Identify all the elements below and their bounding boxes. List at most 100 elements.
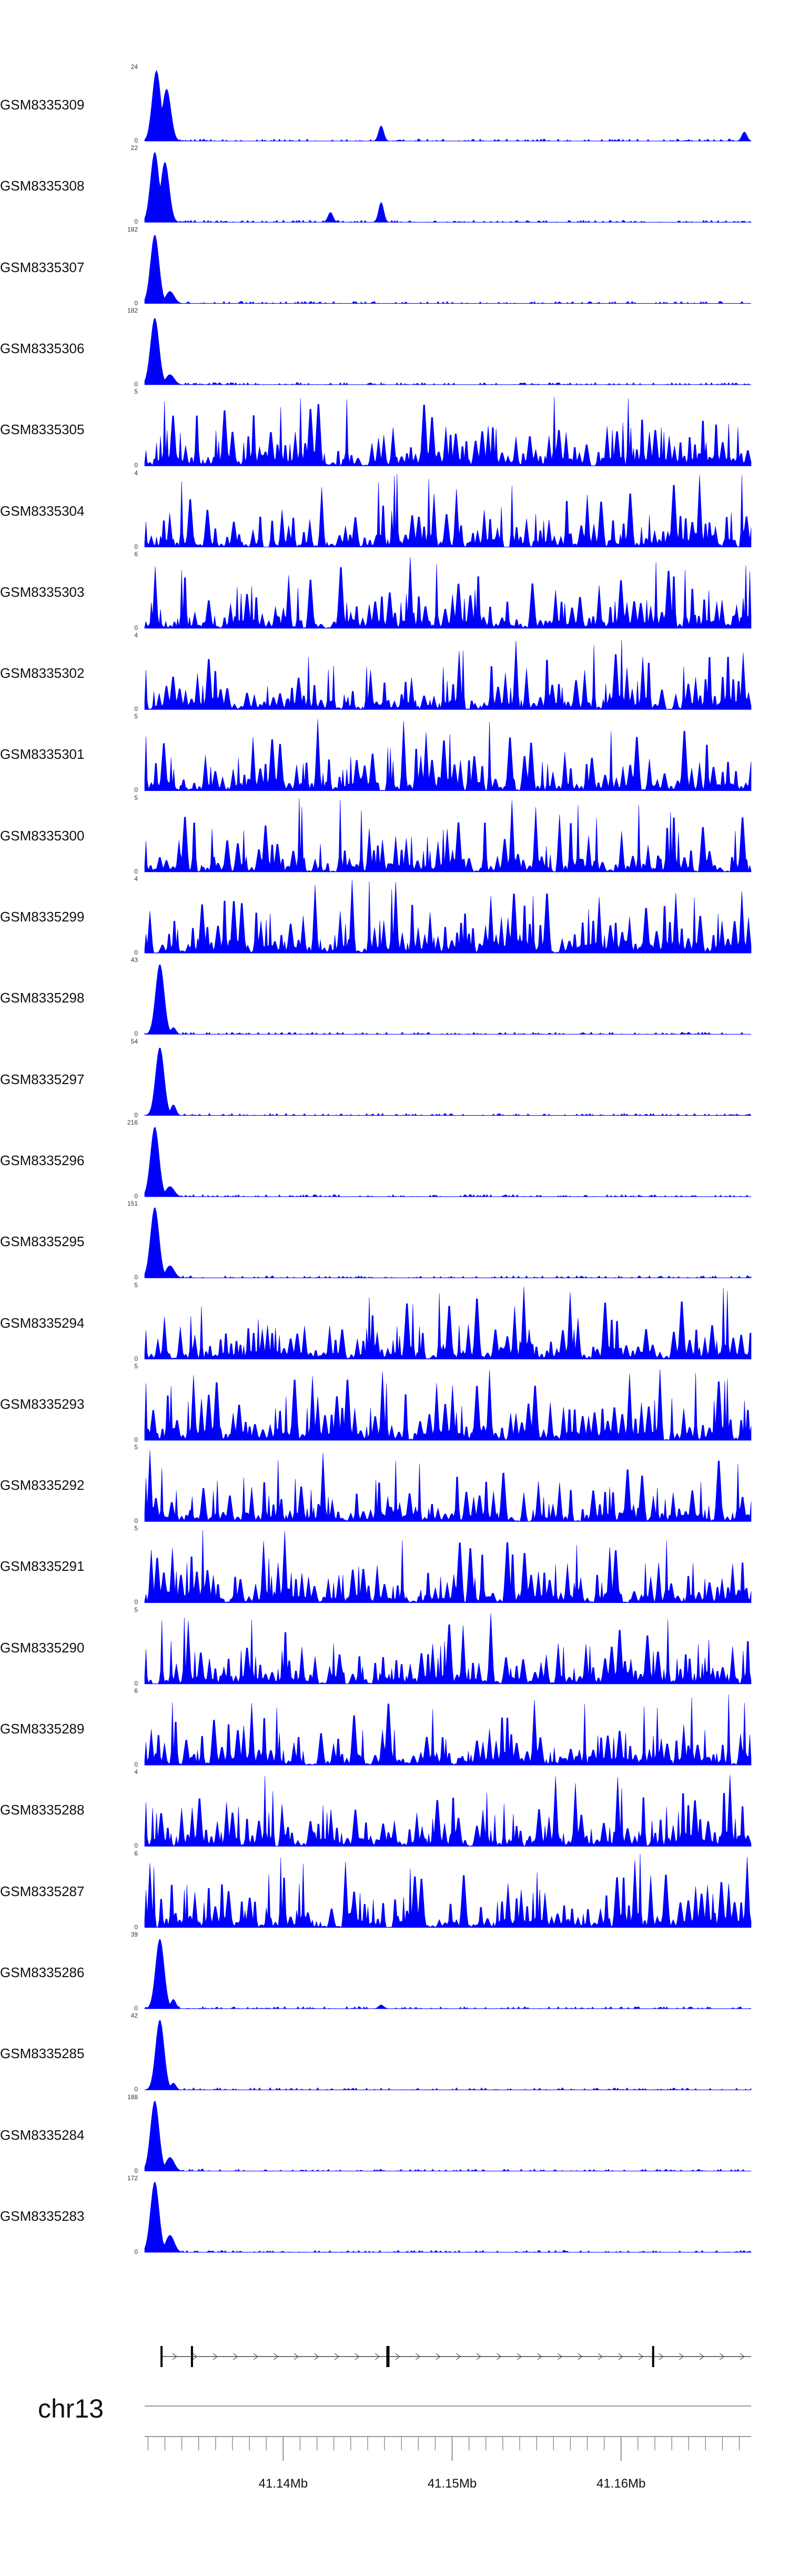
- track-label-GSM8335283: GSM8335283: [0, 2208, 85, 2224]
- track-label-GSM8335293: GSM8335293: [0, 1396, 85, 1412]
- ymin-label-GSM8335289: 0: [134, 1761, 138, 1768]
- track-label-GSM8335285: GSM8335285: [0, 2046, 85, 2062]
- strand-arrow: [699, 2353, 704, 2360]
- strand-arrow: [679, 2353, 684, 2360]
- ymax-label-GSM8335293: 5: [134, 1362, 138, 1370]
- coverage-area-GSM8335287: [144, 1853, 752, 1928]
- strand-arrow: [415, 2353, 421, 2360]
- coverage-area-GSM8335302: [144, 639, 752, 710]
- strand-arrow: [517, 2353, 522, 2360]
- ymax-label-GSM8335297: 54: [130, 1037, 138, 1045]
- strand-arrow: [253, 2353, 258, 2360]
- coverage-area-GSM8335283: [144, 2181, 752, 2253]
- coverage-area-GSM8335293: [144, 1369, 752, 1441]
- strand-arrow: [192, 2353, 198, 2360]
- strand-arrow: [395, 2353, 400, 2360]
- ymax-label-GSM8335308: 22: [130, 144, 138, 152]
- ymin-label-GSM8335290: 0: [134, 1679, 138, 1687]
- ymax-label-GSM8335288: 4: [134, 1768, 138, 1776]
- track-label-GSM8335294: GSM8335294: [0, 1315, 85, 1331]
- strand-arrow: [172, 2353, 177, 2360]
- track-label-GSM8335296: GSM8335296: [0, 1152, 85, 1168]
- ymin-label-GSM8335296: 0: [134, 1192, 138, 1200]
- ymin-label-GSM8335295: 0: [134, 1274, 138, 1281]
- strand-arrow: [476, 2353, 481, 2360]
- track-label-GSM8335309: GSM8335309: [0, 97, 85, 113]
- track-label-GSM8335305: GSM8335305: [0, 422, 85, 438]
- track-label-GSM8335292: GSM8335292: [0, 1477, 85, 1494]
- chromosome-label: chr13: [38, 2394, 104, 2423]
- track-label-GSM8335286: GSM8335286: [0, 1964, 85, 1980]
- track-label-GSM8335301: GSM8335301: [0, 746, 85, 763]
- ymin-label-GSM8335301: 0: [134, 786, 138, 794]
- strand-arrow: [375, 2353, 380, 2360]
- ymin-label-GSM8335302: 0: [134, 705, 138, 713]
- ymin-label-GSM8335304: 0: [134, 543, 138, 550]
- strand-arrow: [355, 2353, 360, 2360]
- ymin-label-GSM8335309: 0: [134, 137, 138, 144]
- strand-arrow: [436, 2353, 441, 2360]
- track-label-GSM8335288: GSM8335288: [0, 1802, 85, 1818]
- ymax-label-GSM8335303: 6: [134, 550, 138, 558]
- coverage-area-GSM8335290: [144, 1613, 752, 1684]
- ymin-label-GSM8335291: 0: [134, 1598, 138, 1606]
- exon-4: [652, 2346, 654, 2367]
- coverage-area-GSM8335309: [144, 69, 752, 142]
- track-label-GSM8335297: GSM8335297: [0, 1071, 85, 1087]
- track-label-GSM8335304: GSM8335304: [0, 503, 85, 519]
- track-label-GSM8335289: GSM8335289: [0, 1721, 85, 1737]
- ymax-label-GSM8335286: 39: [130, 1930, 138, 1938]
- ymax-label-GSM8335304: 4: [134, 469, 138, 477]
- track-label-GSM8335306: GSM8335306: [0, 340, 85, 356]
- coverage-area-GSM8335304: [144, 474, 752, 547]
- ymax-label-GSM8335294: 5: [134, 1281, 138, 1289]
- ymin-label-GSM8335307: 0: [134, 299, 138, 307]
- ymin-label-GSM8335283: 0: [134, 2248, 138, 2256]
- strand-arrow: [578, 2353, 583, 2360]
- coverage-area-GSM8335284: [144, 2100, 751, 2172]
- coverage-area-GSM8335292: [144, 1450, 752, 1522]
- ymax-label-GSM8335283: 172: [127, 2174, 138, 2182]
- ymin-label-GSM8335286: 0: [134, 2004, 138, 2012]
- coverage-area-GSM8335308: [144, 152, 752, 223]
- coverage-area-GSM8335286: [144, 1939, 752, 2009]
- coverage-area-GSM8335285: [144, 2020, 752, 2090]
- track-label-GSM8335299: GSM8335299: [0, 909, 85, 925]
- ymin-label-GSM8335288: 0: [134, 1842, 138, 1850]
- track-label-GSM8335302: GSM8335302: [0, 665, 85, 681]
- ymin-label-GSM8335297: 0: [134, 1111, 138, 1119]
- strand-arrow: [638, 2353, 644, 2360]
- strand-arrow: [618, 2353, 623, 2360]
- ymax-label-GSM8335287: 6: [134, 1849, 138, 1857]
- ymax-label-GSM8335305: 5: [134, 388, 138, 396]
- strand-arrow: [274, 2353, 279, 2360]
- ymin-label-GSM8335292: 0: [134, 1517, 138, 1525]
- x-tick-label: 41.15Mb: [427, 2477, 477, 2491]
- ymin-label-GSM8335298: 0: [134, 1030, 138, 1038]
- coverage-area-GSM8335303: [144, 557, 752, 629]
- exon-1: [160, 2346, 163, 2367]
- ymax-label-GSM8335306: 182: [127, 306, 138, 314]
- track-label-GSM8335290: GSM8335290: [0, 1639, 85, 1656]
- coverage-area-GSM8335299: [144, 880, 752, 954]
- coverage-area-GSM8335294: [144, 1287, 752, 1359]
- x-tick-label: 41.14Mb: [258, 2477, 308, 2491]
- track-label-GSM8335303: GSM8335303: [0, 584, 85, 600]
- ymin-label-GSM8335308: 0: [134, 218, 138, 226]
- ymax-label-GSM8335291: 5: [134, 1525, 138, 1532]
- strand-arrow: [598, 2353, 603, 2360]
- ymin-label-GSM8335287: 0: [134, 1923, 138, 1931]
- ymax-label-GSM8335289: 6: [134, 1687, 138, 1695]
- track-label-GSM8335287: GSM8335287: [0, 1883, 85, 1899]
- track-label-GSM8335308: GSM8335308: [0, 178, 85, 194]
- coverage-area-GSM8335305: [144, 396, 752, 466]
- ymin-label-GSM8335303: 0: [134, 624, 138, 632]
- x-tick-label: 41.16Mb: [596, 2477, 646, 2491]
- ymax-label-GSM8335301: 5: [134, 713, 138, 720]
- ymin-label-GSM8335284: 0: [134, 2167, 138, 2174]
- ymin-label-GSM8335300: 0: [134, 867, 138, 875]
- strand-arrow: [659, 2353, 664, 2360]
- coverage-area-GSM8335288: [144, 1775, 752, 1847]
- strand-arrow: [213, 2353, 218, 2360]
